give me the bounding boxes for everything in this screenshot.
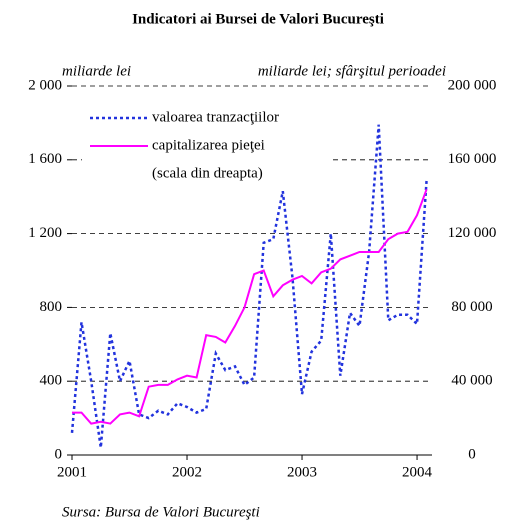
y-tick-label: 2 000 <box>28 77 62 93</box>
y-tick-label: 800 <box>40 299 63 315</box>
y-axis-label: miliarde lei <box>62 63 131 79</box>
x-tick-label: 2004 <box>402 464 433 480</box>
y-tick-label: 400 <box>40 373 63 389</box>
series-line <box>70 124 428 448</box>
y2-tick-label: 120 000 <box>448 225 497 241</box>
y2-tick-label: 160 000 <box>448 151 497 167</box>
series-line <box>72 188 428 425</box>
y-tick-label: 0 <box>55 446 63 462</box>
x-tick-label: 2003 <box>287 464 317 480</box>
y2-tick-label: 40 000 <box>451 373 492 389</box>
x-tick-label: 2002 <box>172 464 202 480</box>
legend-label: capitalizarea pieţei <box>152 137 265 153</box>
y2-tick-label: 200 000 <box>448 77 497 93</box>
source: Sursa: Bursa de Valori Bucureşti <box>62 504 260 520</box>
legend-label: valoarea tranzacţiilor <box>152 109 279 125</box>
x-tick-label: 2001 <box>57 464 87 480</box>
y2-axis-label: miliarde lei; sfârşitul perioadei <box>258 63 446 79</box>
y-tick-label: 1 200 <box>28 225 62 241</box>
y2-tick-label: 80 000 <box>451 299 492 315</box>
y2-tick-label: 0 <box>468 446 476 462</box>
annotation: (scala din dreapta) <box>152 165 263 181</box>
y-tick-label: 1 600 <box>28 151 62 167</box>
chart-title: Indicatori ai Bursei de Valori Bucureşti <box>132 11 384 27</box>
